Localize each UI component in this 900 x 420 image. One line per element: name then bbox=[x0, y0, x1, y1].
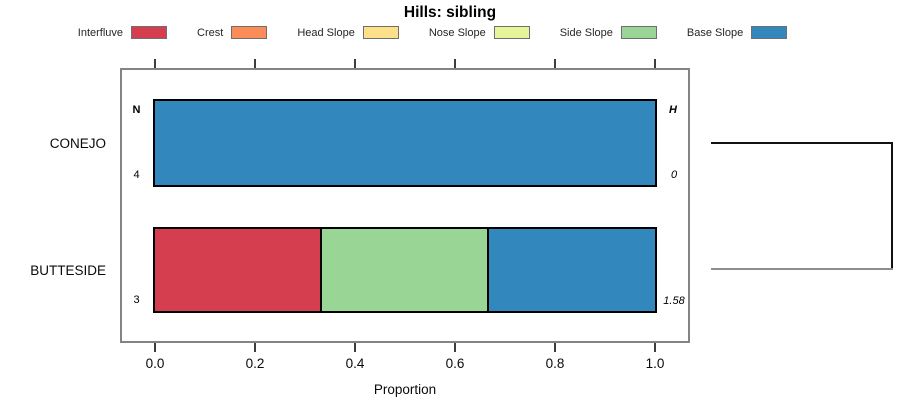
legend-swatch bbox=[620, 26, 657, 39]
row-label-conejo: CONEJO bbox=[49, 136, 106, 151]
h-value-conejo: 0 bbox=[670, 169, 678, 181]
bar-segment-base-slope[interactable] bbox=[487, 229, 655, 311]
legend-item: Interfluve bbox=[77, 26, 168, 39]
legend-label: Crest bbox=[197, 26, 224, 39]
legend-label: Interfluve bbox=[77, 26, 124, 39]
legend-item: Base Slope bbox=[686, 26, 788, 39]
legend: Interfluve Crest Head Slope Nose Slope Side … bbox=[10, 26, 855, 39]
chart-title: Hills: sibling bbox=[403, 4, 497, 21]
n-column-header: N bbox=[132, 104, 141, 116]
axis-tick bbox=[354, 59, 356, 68]
x-tick-label: 0.4 bbox=[345, 356, 365, 371]
legend-label: Base Slope bbox=[686, 26, 744, 39]
n-value-butteside: 3 bbox=[133, 294, 140, 306]
legend-swatch bbox=[493, 26, 530, 39]
legend-swatch bbox=[751, 26, 788, 39]
x-tick-label: 0.6 bbox=[445, 356, 465, 371]
bar-butteside[interactable] bbox=[153, 227, 657, 313]
legend-item: Side Slope bbox=[560, 26, 657, 39]
x-tick-label: 0.8 bbox=[545, 356, 565, 371]
legend-label: Nose Slope bbox=[428, 26, 486, 39]
axis-tick bbox=[554, 343, 556, 352]
axis-tick bbox=[654, 59, 656, 68]
x-tick-label: 0.0 bbox=[145, 356, 165, 371]
bar-segment-side-slope[interactable] bbox=[320, 229, 488, 311]
h-value-butteside: 1.58 bbox=[663, 295, 685, 307]
axis-tick bbox=[254, 343, 256, 352]
dendrogram-link-butteside bbox=[711, 268, 893, 270]
legend-item: Nose Slope bbox=[429, 26, 530, 39]
legend-swatch bbox=[231, 26, 268, 39]
h-column-header: H bbox=[669, 104, 677, 116]
axis-tick bbox=[454, 59, 456, 68]
axis-tick bbox=[454, 343, 456, 352]
bar-segment-base-slope[interactable] bbox=[155, 101, 655, 185]
n-value-conejo: 4 bbox=[133, 169, 140, 181]
axis-tick bbox=[154, 59, 156, 68]
legend-label: Head Slope bbox=[297, 26, 355, 39]
axis-tick bbox=[154, 343, 156, 352]
dendrogram-join bbox=[891, 142, 893, 270]
legend-swatch bbox=[362, 26, 399, 39]
legend-item: Head Slope bbox=[297, 26, 399, 39]
legend-swatch bbox=[131, 26, 168, 39]
x-axis-label: Proportion bbox=[373, 382, 437, 397]
dendrogram-link-conejo bbox=[711, 142, 893, 144]
x-tick-label: 0.2 bbox=[245, 356, 265, 371]
legend-item: Crest bbox=[197, 26, 268, 39]
bar-segment-interfluve[interactable] bbox=[155, 229, 321, 311]
row-label-butteside: BUTTESIDE bbox=[30, 263, 106, 278]
axis-tick bbox=[254, 59, 256, 68]
axis-tick bbox=[554, 59, 556, 68]
axis-tick bbox=[354, 343, 356, 352]
legend-label: Side Slope bbox=[559, 26, 613, 39]
axis-tick bbox=[654, 343, 656, 352]
bar-conejo[interactable] bbox=[153, 99, 657, 187]
x-tick-label: 1.0 bbox=[645, 356, 665, 371]
